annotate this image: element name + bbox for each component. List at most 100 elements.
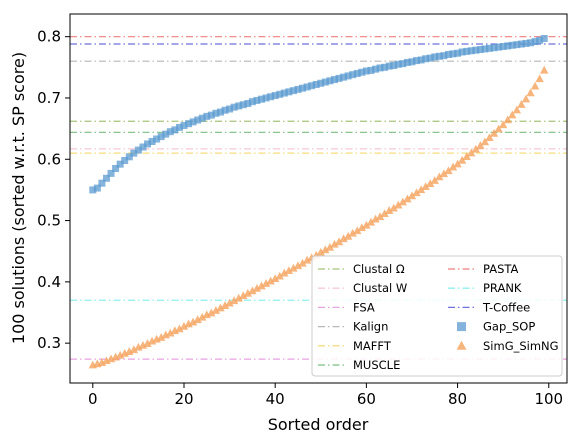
data-point — [253, 96, 261, 104]
series-SimG_SimNG — [88, 65, 549, 369]
data-point — [156, 333, 166, 341]
legend-label: SimG_SimNG — [483, 339, 559, 353]
data-point — [407, 191, 417, 200]
data-point — [508, 110, 517, 119]
legend-label: Gap_SOP — [483, 320, 535, 334]
legend-box — [311, 255, 563, 377]
data-point — [448, 162, 458, 171]
data-point — [435, 52, 443, 60]
data-point — [416, 185, 426, 194]
data-point — [467, 47, 475, 55]
data-point — [248, 286, 257, 295]
data-point — [381, 63, 389, 71]
data-point — [471, 144, 481, 153]
data-point — [293, 261, 303, 270]
data-point — [371, 214, 380, 223]
data-point — [390, 61, 398, 69]
x-tick-label: 80 — [448, 390, 467, 408]
data-point — [362, 67, 370, 75]
data-point — [239, 291, 248, 300]
data-point — [175, 324, 184, 333]
data-point — [413, 57, 421, 65]
data-point — [258, 95, 266, 103]
data-point — [270, 274, 280, 282]
data-point — [531, 38, 539, 46]
data-point — [330, 76, 338, 84]
data-point — [116, 160, 124, 168]
legend-label: PRANK — [483, 281, 522, 295]
x-tick-label: 60 — [357, 390, 376, 408]
data-point — [421, 182, 430, 191]
legend-label: PASTA — [483, 262, 518, 276]
data-point — [326, 77, 334, 85]
data-point — [220, 301, 230, 309]
y-tick-label: 0.7 — [37, 89, 61, 107]
data-point — [144, 140, 152, 148]
y-tick-label: 0.6 — [37, 150, 61, 168]
data-point — [130, 149, 138, 157]
data-point — [280, 89, 288, 97]
data-point — [371, 65, 379, 73]
data-point — [216, 303, 225, 312]
data-point — [472, 46, 480, 54]
legend-label: Kalign — [353, 320, 388, 334]
data-point — [513, 41, 521, 49]
data-point — [444, 166, 453, 175]
x-tick-label: 20 — [174, 390, 193, 408]
data-point — [521, 94, 531, 103]
data-point — [490, 44, 498, 52]
data-point — [422, 55, 430, 63]
data-point — [334, 237, 344, 246]
data-point — [207, 111, 215, 119]
data-point — [512, 105, 522, 114]
data-point — [276, 90, 284, 98]
data-point — [380, 209, 389, 218]
data-point — [193, 315, 202, 324]
data-point — [235, 102, 243, 110]
data-point — [480, 137, 490, 146]
data-point — [166, 128, 174, 136]
data-point — [153, 135, 161, 143]
plot-frame — [69, 13, 568, 384]
y-tick-label: 0.3 — [37, 334, 61, 352]
data-point — [403, 194, 412, 203]
data-point — [275, 271, 284, 280]
data-point — [454, 49, 462, 57]
data-point — [321, 245, 330, 254]
data-point — [431, 53, 439, 61]
data-point — [453, 159, 462, 168]
data-point — [340, 73, 348, 81]
data-point — [526, 88, 535, 97]
data-point — [449, 50, 457, 58]
data-point — [417, 56, 425, 64]
data-point — [458, 48, 466, 56]
data-point — [357, 223, 367, 232]
data-point — [485, 133, 494, 142]
data-point — [248, 98, 256, 106]
data-point — [517, 100, 526, 108]
data-point — [499, 42, 507, 50]
data-point — [180, 122, 188, 130]
data-point — [212, 109, 220, 117]
data-point — [535, 74, 544, 83]
data-point — [394, 60, 402, 68]
data-point — [349, 71, 357, 79]
data-point — [221, 106, 229, 114]
data-point — [230, 103, 238, 111]
data-point — [207, 308, 216, 317]
legend-swatch — [456, 340, 467, 350]
data-point — [353, 226, 362, 235]
data-point — [285, 88, 293, 96]
data-point — [148, 137, 156, 145]
data-marks — [88, 35, 549, 369]
data-point — [280, 268, 289, 277]
data-point — [435, 172, 444, 181]
y-tick-label: 0.8 — [37, 28, 61, 46]
data-point — [394, 200, 403, 209]
data-point — [225, 298, 234, 307]
data-point — [107, 169, 115, 177]
data-point — [508, 41, 516, 49]
data-point — [384, 206, 394, 214]
data-point — [362, 220, 371, 229]
x-tick-label: 40 — [266, 390, 285, 408]
